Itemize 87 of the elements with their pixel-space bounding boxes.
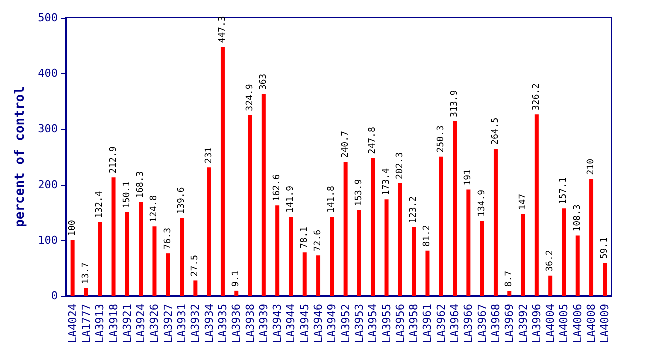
bar (357, 210, 362, 296)
data-label: 326.2 (532, 84, 542, 111)
bar (576, 236, 580, 296)
bar (384, 200, 389, 296)
data-label: 59.1 (600, 237, 610, 260)
bar (276, 206, 280, 296)
data-label: 313.9 (450, 90, 460, 118)
data-label: 76.3 (163, 228, 174, 250)
bar (371, 158, 376, 296)
bar (590, 179, 594, 296)
bar (398, 184, 402, 296)
data-label: 247.8 (368, 127, 378, 154)
data-label: 162.6 (272, 174, 283, 202)
bar (508, 291, 512, 296)
data-label: 139.6 (177, 187, 188, 214)
data-label: 147 (518, 194, 528, 210)
bar (248, 115, 252, 296)
data-label: 231 (204, 147, 214, 164)
data-label: 141.8 (327, 186, 338, 214)
bar (84, 288, 88, 296)
y-tick-label: 300 (38, 122, 58, 136)
bar (180, 218, 184, 296)
y-tick-label: 400 (38, 67, 58, 80)
data-label: 202.3 (395, 152, 406, 180)
data-label: 240.7 (340, 131, 351, 158)
bar (439, 156, 444, 296)
bar (262, 94, 266, 296)
data-label: 191 (464, 170, 474, 186)
bar (220, 47, 225, 296)
bar (152, 226, 157, 296)
bar (234, 290, 239, 296)
data-label: 36.2 (546, 250, 556, 272)
bar (139, 202, 144, 296)
data-label: 9.1 (232, 270, 242, 287)
data-label: 132.4 (95, 191, 106, 218)
data-label: 173.4 (382, 168, 392, 196)
bar (603, 263, 608, 296)
bar (289, 217, 294, 296)
data-label: 123.2 (409, 196, 420, 224)
y-tick-label: 500 (38, 12, 58, 24)
y-tick-label: 100 (38, 234, 58, 247)
bar (494, 148, 498, 296)
y-tick-label: 200 (38, 178, 58, 192)
bar (112, 178, 116, 296)
data-label: 141.9 (286, 186, 296, 214)
data-label: 72.6 (314, 230, 324, 252)
bar (548, 276, 553, 296)
bar (330, 217, 334, 296)
bar (344, 162, 348, 296)
bar (70, 240, 75, 296)
data-label: 100 (68, 220, 78, 236)
data-label: 27.5 (190, 255, 201, 277)
data-label: 363 (258, 74, 269, 90)
bar (302, 252, 307, 296)
data-label: 78.1 (300, 226, 310, 249)
data-label: 264.5 (490, 118, 501, 145)
data-label: 324.9 (245, 84, 256, 112)
data-label: 157.1 (559, 178, 570, 205)
bar (412, 228, 416, 296)
y-axis-title: percent of control (13, 86, 28, 228)
data-label: 212.9 (108, 146, 119, 174)
bar (534, 114, 539, 296)
bar (207, 168, 212, 296)
data-label: 13.7 (81, 262, 92, 284)
data-label: 153.9 (354, 179, 364, 206)
bar (98, 222, 102, 296)
data-label: 134.9 (477, 190, 488, 217)
data-label: 81.2 (422, 225, 433, 247)
bar (316, 256, 321, 296)
bar (480, 220, 484, 296)
data-label: 8.7 (504, 270, 515, 288)
bar (453, 121, 458, 296)
data-label: 250.3 (436, 126, 446, 153)
bar (426, 250, 430, 296)
bar (166, 254, 170, 296)
y-tick-label: 0 (51, 290, 58, 302)
data-label: 124.8 (150, 196, 160, 223)
bar (194, 280, 198, 296)
bar (125, 212, 130, 296)
data-label: 447.3 (218, 16, 228, 44)
data-label: 150.1 (122, 181, 132, 209)
data-label: 168.3 (136, 171, 146, 198)
bar (466, 190, 471, 296)
bar (521, 214, 526, 296)
data-label: 210 (586, 158, 597, 176)
data-label: 108.3 (572, 204, 583, 232)
bar (562, 208, 566, 296)
